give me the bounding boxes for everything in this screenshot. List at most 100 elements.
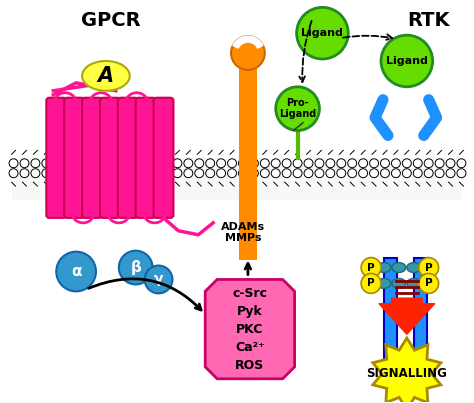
FancyArrowPatch shape: [379, 298, 435, 334]
Circle shape: [162, 159, 171, 168]
Circle shape: [195, 159, 204, 168]
Text: P: P: [367, 278, 375, 289]
Circle shape: [293, 169, 302, 178]
Polygon shape: [205, 279, 295, 379]
Circle shape: [173, 159, 182, 168]
Circle shape: [419, 274, 438, 293]
Text: SIGNALLING: SIGNALLING: [366, 367, 447, 380]
Circle shape: [119, 251, 153, 285]
Circle shape: [361, 274, 381, 293]
Circle shape: [304, 169, 313, 178]
Circle shape: [129, 159, 138, 168]
Circle shape: [271, 169, 280, 178]
Circle shape: [424, 169, 433, 178]
Circle shape: [260, 159, 269, 168]
Circle shape: [326, 159, 335, 168]
Circle shape: [337, 159, 346, 168]
Circle shape: [162, 169, 171, 178]
Circle shape: [282, 159, 291, 168]
Ellipse shape: [407, 263, 421, 272]
Text: Pro-
Ligand: Pro- Ligand: [279, 98, 316, 119]
Circle shape: [20, 159, 29, 168]
Ellipse shape: [377, 278, 391, 289]
Ellipse shape: [377, 263, 391, 272]
Circle shape: [260, 169, 269, 178]
Circle shape: [413, 159, 422, 168]
Ellipse shape: [392, 263, 406, 272]
Circle shape: [282, 169, 291, 178]
Circle shape: [184, 169, 193, 178]
Circle shape: [145, 266, 173, 293]
Text: α: α: [71, 264, 82, 279]
Circle shape: [42, 169, 51, 178]
Circle shape: [238, 159, 247, 168]
Circle shape: [184, 159, 193, 168]
Circle shape: [74, 169, 83, 178]
Text: P: P: [425, 262, 432, 272]
Circle shape: [326, 169, 335, 178]
Circle shape: [56, 251, 96, 291]
Circle shape: [217, 159, 226, 168]
Text: β: β: [130, 260, 141, 275]
Circle shape: [381, 35, 433, 87]
Circle shape: [413, 169, 422, 178]
Circle shape: [370, 169, 379, 178]
Circle shape: [206, 169, 215, 178]
Circle shape: [228, 169, 237, 178]
Circle shape: [381, 159, 390, 168]
Circle shape: [337, 169, 346, 178]
Circle shape: [97, 159, 105, 168]
Polygon shape: [233, 36, 263, 48]
Circle shape: [359, 169, 368, 178]
Text: Ligand: Ligand: [386, 56, 428, 66]
Text: Ligand: Ligand: [301, 28, 343, 38]
Circle shape: [53, 159, 62, 168]
Circle shape: [457, 159, 466, 168]
Circle shape: [297, 7, 348, 59]
Circle shape: [419, 258, 438, 278]
Circle shape: [392, 159, 401, 168]
Text: RTK: RTK: [408, 11, 450, 30]
Circle shape: [435, 159, 444, 168]
Text: P: P: [367, 262, 375, 272]
Circle shape: [9, 159, 18, 168]
Circle shape: [435, 169, 444, 178]
Text: c-Src
Pyk
PKC
Ca²⁺
ROS: c-Src Pyk PKC Ca²⁺ ROS: [232, 287, 267, 372]
Text: A: A: [98, 66, 114, 86]
Circle shape: [97, 169, 105, 178]
Ellipse shape: [82, 61, 130, 91]
Bar: [384, 258, 397, 375]
FancyBboxPatch shape: [100, 98, 120, 218]
Circle shape: [231, 36, 265, 70]
Circle shape: [402, 159, 411, 168]
Circle shape: [359, 159, 368, 168]
Text: ADAMs
MMPs: ADAMs MMPs: [221, 222, 265, 243]
Bar: [414, 258, 427, 375]
Circle shape: [424, 159, 433, 168]
Circle shape: [348, 169, 356, 178]
Bar: [11, 158, 463, 200]
Text: P: P: [425, 278, 432, 289]
Circle shape: [108, 159, 116, 168]
Circle shape: [315, 169, 324, 178]
Circle shape: [249, 159, 258, 168]
Circle shape: [42, 159, 51, 168]
Circle shape: [195, 169, 204, 178]
Circle shape: [64, 169, 73, 178]
Circle shape: [304, 159, 313, 168]
Circle shape: [293, 159, 302, 168]
Circle shape: [74, 159, 83, 168]
Circle shape: [206, 159, 215, 168]
FancyBboxPatch shape: [118, 98, 137, 218]
Circle shape: [249, 169, 258, 178]
Circle shape: [9, 169, 18, 178]
Circle shape: [151, 169, 160, 178]
FancyBboxPatch shape: [82, 98, 102, 218]
Circle shape: [217, 169, 226, 178]
Circle shape: [151, 159, 160, 168]
Circle shape: [348, 159, 356, 168]
Circle shape: [129, 169, 138, 178]
Circle shape: [271, 159, 280, 168]
Circle shape: [173, 169, 182, 178]
Circle shape: [85, 159, 94, 168]
